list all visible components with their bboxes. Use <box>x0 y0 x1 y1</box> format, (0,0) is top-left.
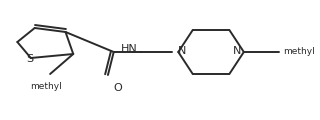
Text: N: N <box>233 46 241 56</box>
Text: methyl: methyl <box>30 82 62 91</box>
Text: N: N <box>178 46 187 56</box>
Text: O: O <box>114 83 123 93</box>
Text: S: S <box>26 54 33 64</box>
Text: HN: HN <box>121 44 138 54</box>
Text: methyl: methyl <box>283 48 315 57</box>
